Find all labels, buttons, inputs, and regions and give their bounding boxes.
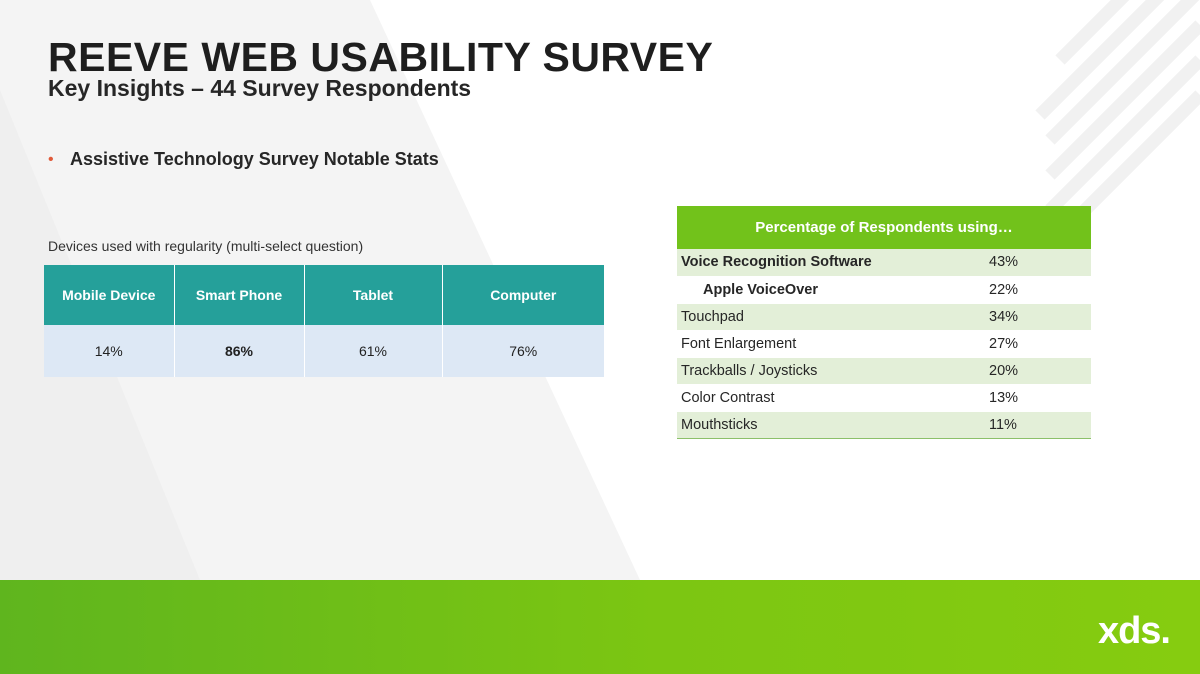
decorative-stripes [1035,0,1200,220]
table-row: Mouthsticks 11% [677,411,1091,439]
devices-header-cell: Smart Phone [174,265,305,325]
devices-table: Mobile Device Smart Phone Tablet Compute… [44,265,604,377]
devices-value-cell: 76% [442,325,604,377]
footer-bar: xds. [0,580,1200,674]
technology-name: Touchpad [677,303,987,331]
bullet-text: Assistive Technology Survey Notable Stat… [70,149,439,169]
technology-percent: 11% [987,411,1091,439]
technology-name: Apple VoiceOver [677,276,987,304]
table-row: Voice Recognition Software 43% [677,249,1091,277]
technology-percent: 34% [987,303,1091,331]
devices-value-cell: 61% [304,325,443,377]
page-title: REEVE WEB USABILITY SURVEY [48,34,714,80]
devices-value-row: 14% 86% 61% 76% [44,325,604,377]
table-row: Touchpad 34% [677,303,1091,331]
technology-name: Color Contrast [677,384,987,412]
technology-percent: 20% [987,357,1091,385]
technology-table: Percentage of Respondents using… Voice R… [677,206,1091,439]
devices-caption: Devices used with regularity (multi-sele… [48,238,364,254]
technology-percent: 13% [987,384,1091,412]
technology-header-row: Percentage of Respondents using… [677,206,1091,249]
table-row: Apple VoiceOver 22% [677,276,1091,304]
bullet-icon: • [48,150,54,168]
xds-logo: xds. [1097,610,1171,652]
technology-percent: 43% [987,249,1091,277]
technology-percent: 27% [987,330,1091,358]
technology-name: Voice Recognition Software [677,249,987,277]
technology-name: Mouthsticks [677,411,987,439]
devices-value-cell: 86% [174,325,305,377]
bullet-item: • Assistive Technology Survey Notable St… [48,149,439,170]
technology-name: Trackballs / Joysticks [677,357,987,385]
devices-header-row: Mobile Device Smart Phone Tablet Compute… [44,265,604,325]
technology-name: Font Enlargement [677,330,987,358]
technology-percent: 22% [987,276,1091,304]
table-row: Trackballs / Joysticks 20% [677,357,1091,385]
technology-header: Percentage of Respondents using… [677,206,1091,249]
devices-header-cell: Computer [442,265,604,325]
devices-header-cell: Tablet [304,265,443,325]
page-subtitle: Key Insights – 44 Survey Respondents [48,75,472,101]
table-row: Font Enlargement 27% [677,330,1091,358]
devices-value-cell: 14% [44,325,175,377]
table-row: Color Contrast 13% [677,384,1091,412]
devices-header-cell: Mobile Device [44,265,175,325]
